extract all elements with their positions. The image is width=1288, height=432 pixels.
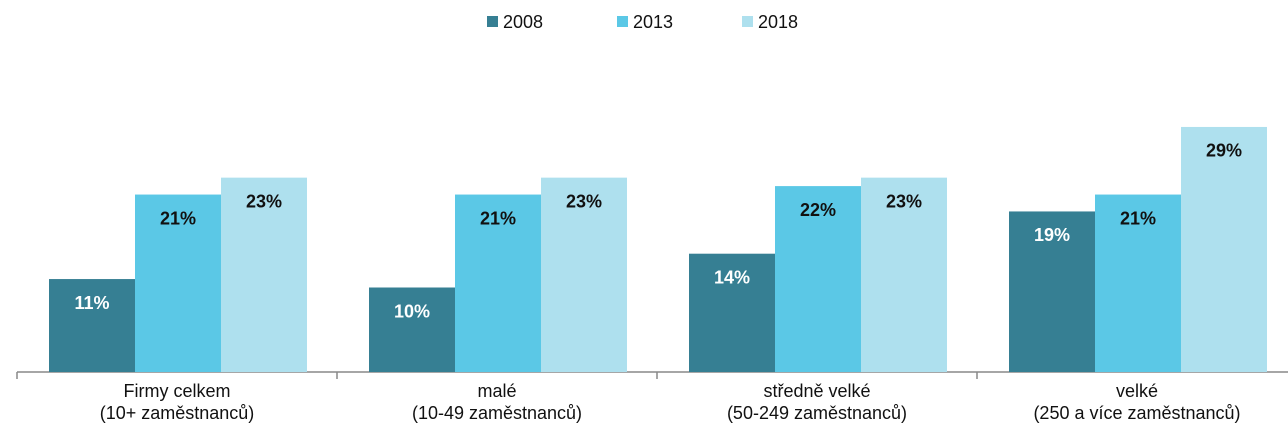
data-label: 23% <box>246 191 282 211</box>
data-label: 14% <box>714 267 750 287</box>
data-label: 11% <box>74 293 109 313</box>
data-label: 21% <box>1120 208 1156 228</box>
legend-label: 2008 <box>503 12 543 32</box>
data-label: 21% <box>480 208 516 228</box>
legend-swatch <box>487 16 498 27</box>
x-tick-label: Firmy celkem (10+ zaměstnanců) <box>99 381 255 423</box>
bar <box>861 177 947 372</box>
bar <box>1009 211 1095 372</box>
bar <box>49 279 135 372</box>
x-tick-label: středně velké (50-249 zaměstnanců) <box>726 381 908 423</box>
bar <box>1095 194 1181 372</box>
bar <box>369 287 455 372</box>
bar <box>455 194 541 372</box>
bar <box>541 177 627 372</box>
data-label: 21% <box>160 208 196 228</box>
data-label: 23% <box>566 191 602 211</box>
data-label: 23% <box>886 191 922 211</box>
legend-label: 2018 <box>758 12 798 32</box>
legend-label: 2013 <box>633 12 673 32</box>
bar <box>135 194 221 372</box>
bar <box>689 253 775 372</box>
data-label: 10% <box>394 301 430 321</box>
x-tick-label: velké (250 a více zaměstnanců) <box>1033 381 1241 423</box>
bar <box>1181 126 1267 372</box>
bar <box>221 177 307 372</box>
bar <box>775 186 861 372</box>
legend-swatch <box>617 16 628 27</box>
legend-swatch <box>742 16 753 27</box>
data-label: 29% <box>1206 141 1242 161</box>
data-label: 19% <box>1034 225 1070 245</box>
x-tick-label: malé (10-49 zaměstnanců) <box>411 381 583 423</box>
data-label: 22% <box>800 200 836 220</box>
